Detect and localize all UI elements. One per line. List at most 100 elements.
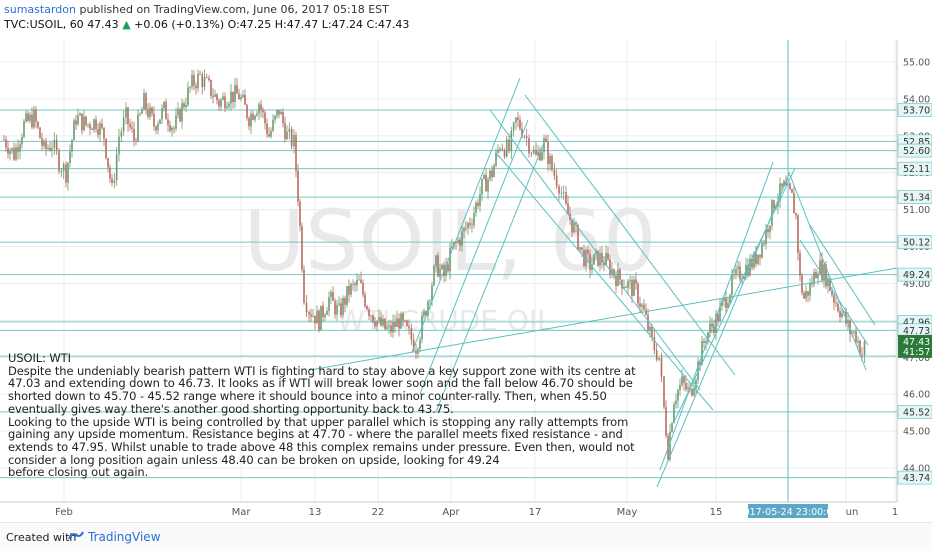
candle-body [637,283,639,304]
candle-body [721,300,723,306]
candle-body [25,113,27,122]
candle-body [651,326,653,338]
candle-body [93,119,95,130]
candle-body [396,318,398,327]
candle-body [673,404,675,424]
candle-body [658,357,660,360]
candle-body [829,278,831,292]
candle-body [214,94,216,97]
level-label-bg [897,103,932,117]
candle-body [368,309,370,317]
candle-body [591,264,593,271]
candle-body [549,156,551,165]
tradingview-brand[interactable]: TradingView [88,530,161,544]
candle-body [457,239,459,243]
candle-body [853,331,855,333]
candle-body [773,200,775,209]
price-tick-label: 55.00 [903,58,930,69]
candle-body [562,192,565,193]
candle-body [378,317,380,321]
candle-body [13,148,15,160]
candle-body [212,95,214,97]
candle-body [497,149,499,153]
candle-body [543,138,545,152]
candle-body [433,266,435,286]
candle-body [461,231,463,246]
candle-body [297,170,299,202]
candle-body [193,74,195,86]
candle-body [711,323,713,327]
candle-body [242,94,244,97]
candle-body [400,313,402,329]
candle-body [427,301,429,316]
candle-body [517,117,519,120]
time-tick-label: 13 [309,507,322,518]
candle-body [733,274,735,276]
candle-body [755,252,757,264]
price-tick-label: 46.00 [903,390,930,401]
candle-body [587,249,589,254]
level-label-bg [897,405,932,419]
candle-body [118,136,120,155]
candle-body [49,147,51,151]
candle-body [380,317,382,326]
candle-body [286,131,288,140]
candle-body [330,292,332,297]
candle-body [240,96,242,100]
candle-body [254,115,256,120]
candle-body [141,109,143,114]
candle-body [447,264,449,272]
time-tick-label: 15 [710,507,723,518]
candle-body [408,326,410,329]
candle-body [827,278,829,287]
trend-channels [309,77,898,488]
candle-body [336,304,338,315]
candle-body [487,179,489,192]
candle-body [451,246,453,248]
candle-body [143,93,145,110]
candle-body [125,107,127,118]
candle-body [290,128,293,147]
candle-body [797,215,799,254]
candle-body [625,287,627,288]
candle-body [153,113,155,127]
level-label-bg [897,143,932,158]
author-link[interactable]: sumastardon [4,3,76,16]
trend-line [411,77,521,353]
candle-body [789,183,791,190]
candle-body [499,148,501,150]
price-chart[interactable]: USOIL, 60 WTI CRUDE OIL 55.0054.0053.005… [0,0,932,522]
candle-body [43,141,45,146]
candle-body [521,129,523,137]
level-label-bg [897,235,932,249]
candle-body [159,119,161,124]
candle-body [769,225,771,233]
candle-body [489,170,491,180]
candle-body [510,130,513,152]
candle-body [334,300,336,315]
candle-body [412,339,415,351]
candle-body [260,104,262,111]
time-tick-label: Feb [55,507,73,518]
level-label-bg [897,267,932,282]
price-tick-label: 49.00 [903,279,930,290]
candle-body [617,269,619,286]
trend-line [309,267,898,371]
level-label: 52.11 [903,164,930,175]
created-with-text: Created with [6,531,77,544]
candle-body [823,264,825,281]
candle-body [37,121,39,128]
candle-body [157,123,159,131]
candle-body [525,136,528,139]
candle-body [60,171,63,172]
candle-body [693,388,695,396]
candle-body [224,96,226,109]
candle-body [473,213,475,226]
level-label: 43.74 [903,473,930,484]
candle-body [601,253,603,263]
candle-body [216,94,218,101]
candle-body [406,320,408,327]
candle-body [795,213,797,216]
candle-body [348,286,350,295]
